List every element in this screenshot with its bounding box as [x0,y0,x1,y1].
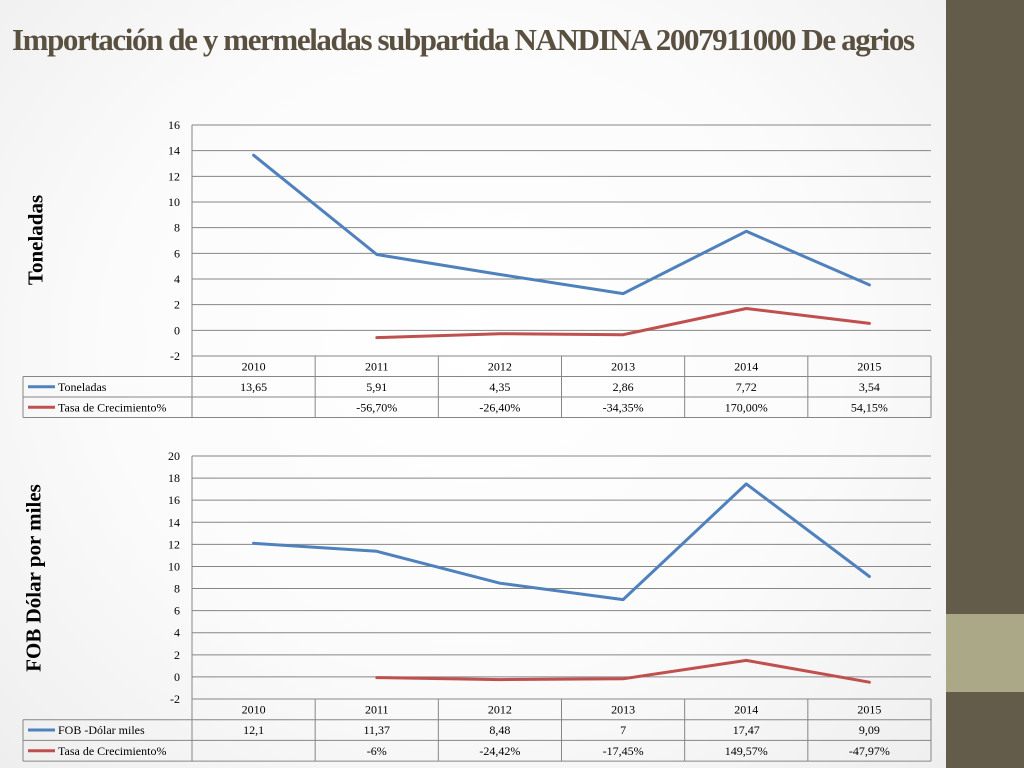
chart2-y-tick-label: 14 [168,515,180,529]
chart2-table-value: 7 [620,723,626,737]
chart2-y-tick-label: 6 [174,604,180,618]
chart1-table-value: -56,70% [356,400,397,414]
chart1-y-tick-label: 4 [174,272,180,286]
chart2-table-value: -17,45% [603,744,644,758]
chart2-category-label: 2012 [488,702,512,716]
chart1-category-label: 2012 [488,359,512,373]
decorative-sidebar-band [946,614,1024,692]
chart2-y-tick-label: 10 [168,559,180,573]
chart1-y-tick-label: 16 [168,118,180,132]
chart2-y-tick-label: 18 [168,471,180,485]
chart1-category-label: 2011 [365,359,389,373]
chart1-category-label: 2010 [242,359,266,373]
chart1-y-tick-label: 10 [168,195,180,209]
chart2-category-label: 2011 [365,702,389,716]
chart1-y-tick-label: 6 [174,246,180,260]
chart1-series-line-2 [375,307,871,340]
chart1-table-value: 7,72 [736,380,757,394]
chart2-y-tick-label: 4 [174,626,180,640]
chart2-category-label: 2010 [242,702,266,716]
chart-toneladas: -2 0 2 4 6 8 10 12 14 16 2010 2011 2012 2013 2014 2015 T… [22,118,932,418]
chart2-category-label: 2013 [611,702,635,716]
chart1-table-value: 170,00% [725,400,768,414]
chart1-table-value: -26,40% [479,400,520,414]
chart1-y-tick-label: 2 [174,298,180,312]
chart2-y-tick-label: 20 [168,449,180,463]
chart1-y-tick-label: -2 [170,349,180,363]
chart-fob-dolar: -2 0 2 4 6 8 10 12 14 16 18 20 2010 2011 2012 2013 2014 2… [22,449,932,762]
chart1-category-label: 2013 [611,359,635,373]
chart2-series-line-1 [252,482,871,602]
chart1-table-value: 2,86 [613,380,634,394]
chart1-y-tick-label: 0 [174,323,180,337]
chart2-legend-label: Tasa de Crecimiento% [58,744,166,758]
chart2-series-line-2 [375,658,871,684]
chart2-table-value: 17,47 [733,723,760,737]
slide-background [0,0,946,768]
chart2-table-value: 9,09 [859,723,880,737]
chart1-category-label: 2014 [734,359,758,373]
chart1-category-label: 2015 [857,359,881,373]
chart2-table-value: 149,57% [725,744,768,758]
chart2-category-label: 2014 [734,702,758,716]
chart2-legend-label: FOB -Dólar miles [58,723,145,737]
slide-title: Importación de y mermeladas subpartida N… [12,22,915,57]
chart1-y-tick-label: 8 [174,221,180,235]
chart2-y-tick-label: 0 [174,670,180,684]
chart1-y-tick-label: 14 [168,144,180,158]
chart1-table-value: 5,91 [366,380,387,394]
chart2-table-value: 8,48 [489,723,510,737]
chart1-legend-label: Tasa de Crecimiento% [58,400,166,414]
chart2-table-value: -24,42% [479,744,520,758]
chart1-table-value: 54,15% [851,400,888,414]
chart1-table-value: 4,35 [489,380,510,394]
chart2-table-value: -6% [367,744,387,758]
chart2-y-tick-label: 16 [168,493,180,507]
chart1-table-value: 13,65 [240,380,267,394]
chart1-table-value: -34,35% [603,400,644,414]
chart2-table-value: 12,1 [243,723,264,737]
chart1-table-value: 3,54 [859,380,880,394]
chart2-y-tick-label: 2 [174,648,180,662]
chart2-y-tick-label: -2 [170,692,180,706]
chart2-table-value: -47,97% [849,744,890,758]
chart2-table-value: 11,37 [363,723,390,737]
chart2-y-tick-label: 12 [168,537,180,551]
chart2-category-label: 2015 [857,702,881,716]
chart1-legend-label: Toneladas [58,380,107,394]
chart2-y-tick-label: 8 [174,582,180,596]
chart1-series-line-1 [252,153,871,296]
chart1-y-tick-label: 12 [168,169,180,183]
